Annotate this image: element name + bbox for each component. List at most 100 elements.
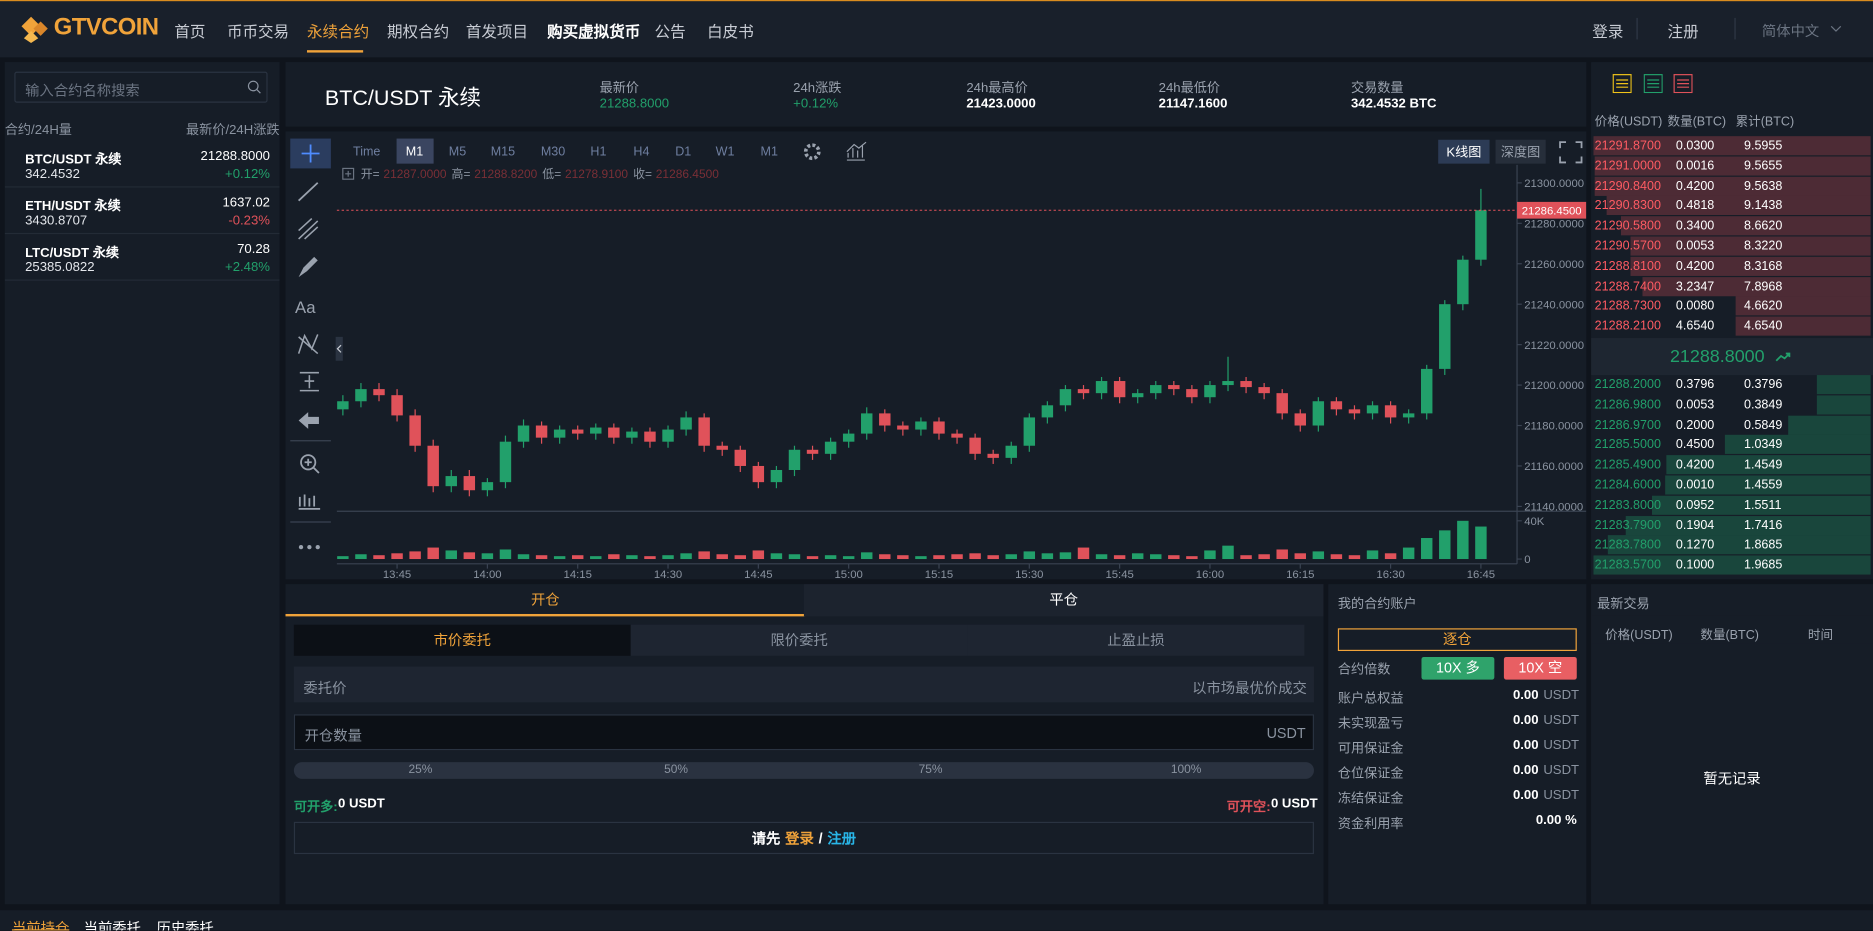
nav-item[interactable]: 期权合约 bbox=[387, 22, 450, 41]
book-amount: 0.1000 bbox=[1675, 558, 1715, 573]
nav-item[interactable]: 首发项目 bbox=[465, 22, 528, 41]
nav-item[interactable]: 购买虚拟货币 bbox=[547, 22, 641, 41]
nav-item[interactable]: 币币交易 bbox=[226, 22, 290, 41]
book-total: 4.6540 bbox=[1743, 319, 1783, 334]
candle-body bbox=[1077, 389, 1090, 394]
volume-bar bbox=[481, 553, 494, 560]
candle-body bbox=[608, 427, 620, 438]
collapse-arrow bbox=[336, 344, 342, 353]
candle-body bbox=[1059, 389, 1072, 406]
zoom-icon-handle bbox=[304, 458, 320, 474]
trades-header: 时间 bbox=[1807, 628, 1833, 643]
nav-item[interactable]: 首页 bbox=[174, 22, 206, 41]
order-type-tab[interactable]: 止盈止损 bbox=[967, 624, 1305, 656]
book-amount: 0.2000 bbox=[1675, 417, 1715, 432]
book-price: 21288.2100 bbox=[1594, 319, 1661, 334]
long-leverage[interactable]: 10X 多 bbox=[1421, 656, 1495, 680]
market-row[interactable]: ETH/USDT 永续 3430.8707 1637.02 -0.23% bbox=[4, 188, 280, 235]
account-value: 0.00 bbox=[1512, 713, 1539, 728]
book-amount: 0.0016 bbox=[1675, 158, 1715, 173]
divider bbox=[1734, 17, 1736, 40]
volume-bar bbox=[373, 555, 385, 560]
book-total: 0.3796 bbox=[1743, 377, 1783, 392]
amount-input[interactable]: 开仓数量 USDT bbox=[293, 714, 1314, 751]
y-tick-label: 21140.0000 bbox=[1524, 502, 1583, 514]
book-price: 21283.8000 bbox=[1594, 497, 1661, 513]
candle-body bbox=[1384, 405, 1397, 418]
book-price: 21283.5700 bbox=[1594, 558, 1661, 573]
candle-body bbox=[1222, 381, 1234, 386]
nav-item[interactable]: 白皮书 bbox=[707, 22, 754, 41]
position-tab[interactable]: 当前委托 bbox=[83, 919, 141, 931]
nav-item[interactable]: 永续合约 bbox=[306, 22, 370, 41]
volume-bar bbox=[1348, 555, 1361, 560]
volume-bar bbox=[969, 553, 981, 560]
x-tick-label: 13:45 bbox=[383, 569, 411, 579]
chart-view-label: 深度图 bbox=[1501, 144, 1540, 159]
logo[interactable]: GTVCOIN bbox=[53, 14, 159, 41]
book-amount: 0.0300 bbox=[1675, 138, 1715, 153]
volume-bar bbox=[879, 554, 891, 560]
price-input[interactable]: 委托价 以市场最优价成交 bbox=[293, 666, 1314, 703]
book-layout-icon[interactable] bbox=[1612, 74, 1632, 94]
candle-body bbox=[1457, 259, 1469, 305]
volume-bar bbox=[1294, 553, 1306, 560]
market-row[interactable]: LTC/USDT 永续 25385.0822 70.28 +2.48% bbox=[4, 234, 280, 281]
stat-label: 24h最高价 bbox=[966, 81, 1028, 96]
login-link[interactable]: 登录 bbox=[785, 830, 814, 847]
book-header: 累计(BTC) bbox=[1735, 114, 1795, 130]
book-total: 1.4559 bbox=[1743, 477, 1783, 493]
stat-label: 24h涨跌 bbox=[793, 81, 842, 96]
candle-body bbox=[644, 431, 656, 442]
order-type-tab[interactable]: 市价委托 bbox=[293, 624, 631, 656]
candle-body bbox=[1131, 393, 1144, 398]
book-total: 8.3168 bbox=[1743, 258, 1783, 274]
volume-bar bbox=[1366, 550, 1379, 560]
percent-slider[interactable] bbox=[293, 762, 1314, 779]
lock-icon bbox=[298, 494, 321, 510]
market-change: +0.12% bbox=[225, 167, 270, 182]
short-value: 0 USDT bbox=[1270, 796, 1318, 812]
candle-body bbox=[553, 429, 566, 438]
book-price: 21290.8400 bbox=[1594, 178, 1661, 194]
book-price: 21288.8100 bbox=[1594, 258, 1661, 274]
candle-body bbox=[1330, 401, 1343, 410]
top-nav: GTVCOIN 首页 币币交易 永续合约 期权合约 首发项目 购买虚拟货币 公告 白皮书 登录 注册… bbox=[0, 0, 1873, 58]
candle-body bbox=[1240, 381, 1252, 388]
position-tab[interactable]: 当前持仓 bbox=[11, 919, 70, 931]
legend-value: 21278.9100 bbox=[565, 167, 628, 181]
candle-body bbox=[806, 449, 819, 454]
search-box[interactable]: 输入合约名称搜索 bbox=[14, 71, 268, 103]
candle-body bbox=[626, 431, 638, 438]
language-select[interactable]: 简体中文 bbox=[1761, 22, 1820, 40]
market-name: LTC/USDT 永续 bbox=[25, 246, 120, 261]
login-link[interactable]: 登录 bbox=[1592, 22, 1624, 41]
book-total: 9.5638 bbox=[1743, 178, 1783, 194]
register-link[interactable]: 注册 bbox=[827, 830, 857, 847]
more-icon bbox=[298, 544, 304, 550]
book-layout-icon[interactable] bbox=[1643, 74, 1663, 94]
nav-item[interactable]: 公告 bbox=[654, 22, 686, 41]
logo-icon bbox=[21, 16, 48, 44]
account-label: 冻结保证金 bbox=[1337, 791, 1404, 807]
candle-body bbox=[1420, 368, 1433, 414]
short-leverage[interactable]: 10X 空 bbox=[1503, 656, 1577, 680]
trade-tab[interactable]: 平仓 bbox=[803, 584, 1324, 617]
register-link[interactable]: 注册 bbox=[1667, 22, 1699, 41]
book-total: 1.0349 bbox=[1743, 437, 1783, 452]
book-amount: 0.4200 bbox=[1675, 457, 1715, 473]
volume-bar bbox=[806, 556, 819, 560]
trade-tab[interactable]: 开仓 bbox=[285, 584, 806, 617]
depth-bar bbox=[1593, 555, 1871, 575]
order-type-tab[interactable]: 限价委托 bbox=[630, 624, 968, 656]
book-price: 21291.8700 bbox=[1594, 138, 1661, 153]
trades-header-row bbox=[1591, 615, 1873, 644]
timeframe: M15 bbox=[491, 144, 515, 158]
candle-body bbox=[1276, 393, 1288, 414]
depth-bar bbox=[1594, 176, 1871, 196]
collapse-tab bbox=[335, 336, 343, 361]
market-row[interactable]: BTC/USDT 永续 342.4532 21288.8000 +0.12% bbox=[4, 141, 280, 188]
book-layout-icon[interactable] bbox=[1673, 74, 1693, 94]
position-tab[interactable]: 历史委托 bbox=[156, 919, 214, 931]
margin-mode[interactable]: 逐仓 bbox=[1337, 628, 1577, 652]
